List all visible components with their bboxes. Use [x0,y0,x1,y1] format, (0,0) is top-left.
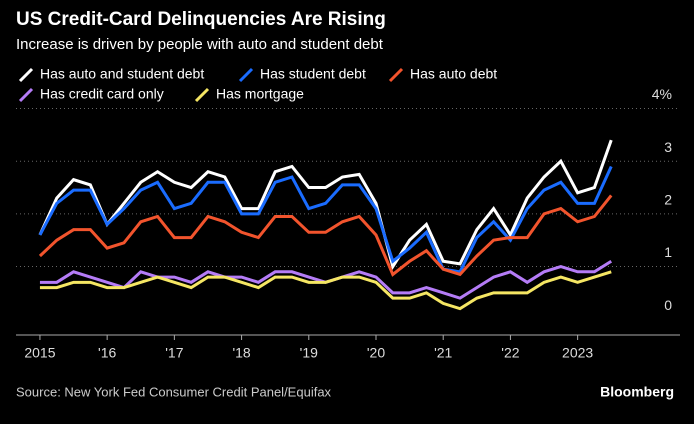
x-tick-label: '16 [98,345,116,361]
chart-subtitle: Increase is driven by people with auto a… [16,36,384,53]
legend-label: Has credit card only [40,86,164,102]
y-tick-label: 1 [664,244,672,260]
y-tick-label: 2 [664,192,672,208]
legend-label: Has auto debt [410,66,497,82]
y-tick-label: 0 [664,297,672,313]
legend-swatch [238,67,254,83]
legend-swatch [388,67,404,83]
legend-swatch [18,87,34,103]
legend-swatch [18,67,34,83]
legend-swatch [194,87,210,103]
y-tick-label: 4% [652,86,672,102]
legend-label: Has auto and student debt [40,66,204,82]
x-tick-label: '18 [232,345,250,361]
y-tick-label: 3 [664,139,672,155]
legend-label: Has mortgage [216,86,304,102]
series-line [38,139,613,271]
x-tick-label: 2015 [24,345,55,361]
legend-label: Has student debt [260,66,366,82]
series-line [39,270,612,311]
series-line [38,194,613,277]
series-line [38,165,613,274]
x-tick-label: '17 [165,345,183,361]
x-tick-label: 2023 [562,345,593,361]
x-tick-label: '21 [434,345,452,361]
chart-title: US Credit-Card Delinquencies Are Rising [16,9,386,30]
source: Source: New York Fed Consumer Credit Pan… [16,384,332,399]
x-tick-label: '22 [501,345,519,361]
x-tick-label: '19 [300,345,318,361]
brand: Bloomberg [600,384,674,400]
x-tick-label: '20 [367,345,385,361]
